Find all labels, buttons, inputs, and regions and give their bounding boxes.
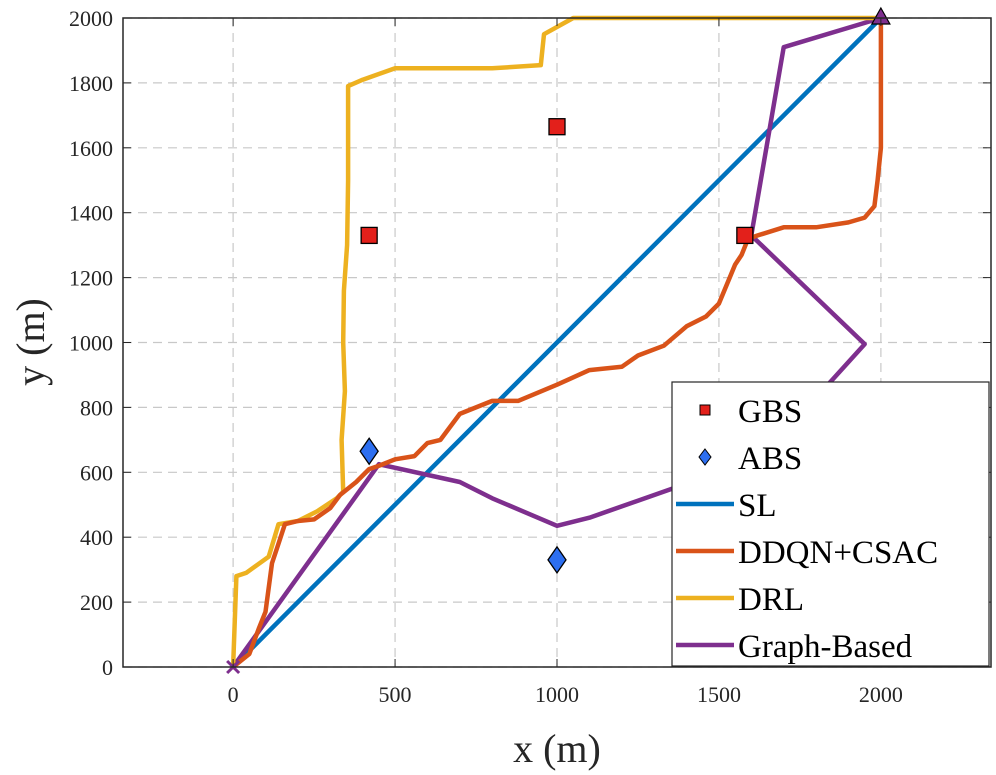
- legend-label-abs: ABS: [738, 441, 802, 477]
- legend-swatch-gbs: [699, 404, 711, 416]
- legend-label-gbs: GBS: [738, 394, 802, 430]
- series-line-ddqn: [230, 15, 884, 670]
- x-tick-label: 500: [379, 682, 412, 707]
- legend-label-ddqn: DDQN+CSAC: [738, 535, 938, 571]
- gbs-marker: [360, 226, 378, 245]
- abs-marker: [359, 437, 379, 466]
- y-tick-label: 400: [80, 525, 113, 550]
- series-line-drl: [230, 15, 884, 670]
- y-tick-label: 2000: [69, 6, 113, 31]
- x-tick-label: 2000: [859, 682, 903, 707]
- legend-label-sl: SL: [738, 488, 777, 524]
- y-tick-label: 1000: [69, 331, 113, 356]
- x-tick-label: 1500: [697, 682, 741, 707]
- y-tick-label: 0: [102, 655, 113, 680]
- y-tick-label: 1600: [69, 136, 113, 161]
- legend-label-graph: Graph-Based: [738, 629, 913, 665]
- legend-label-drl: DRL: [738, 582, 804, 618]
- y-tick-label: 600: [80, 460, 113, 485]
- x-tick-label: 1000: [535, 682, 579, 707]
- legend: GBS ABS SL DDQN+CSAC DRL Graph-Based: [671, 381, 990, 667]
- series-line-sl: [230, 15, 884, 670]
- gbs-marker: [736, 226, 754, 245]
- legend-box: [671, 381, 990, 667]
- x-axis-label: x (m): [513, 726, 601, 771]
- y-tick-label: 200: [80, 590, 113, 615]
- y-tick-label: 800: [80, 395, 113, 420]
- axis-ticks: 0 500 1000 1500 2000 0 200 400 600 800 1000 1200 140…: [69, 6, 991, 707]
- y-tick-label: 1800: [69, 71, 113, 96]
- y-tick-label: 1200: [69, 266, 113, 291]
- x-tick-label: 0: [228, 682, 239, 707]
- abs-marker: [547, 545, 567, 575]
- y-axis-label: y (m): [8, 298, 53, 386]
- y-tick-label: 1400: [69, 201, 113, 226]
- series-lines: [230, 15, 884, 670]
- gbs-marker: [548, 118, 566, 136]
- legend-swatch-abs: [698, 448, 712, 466]
